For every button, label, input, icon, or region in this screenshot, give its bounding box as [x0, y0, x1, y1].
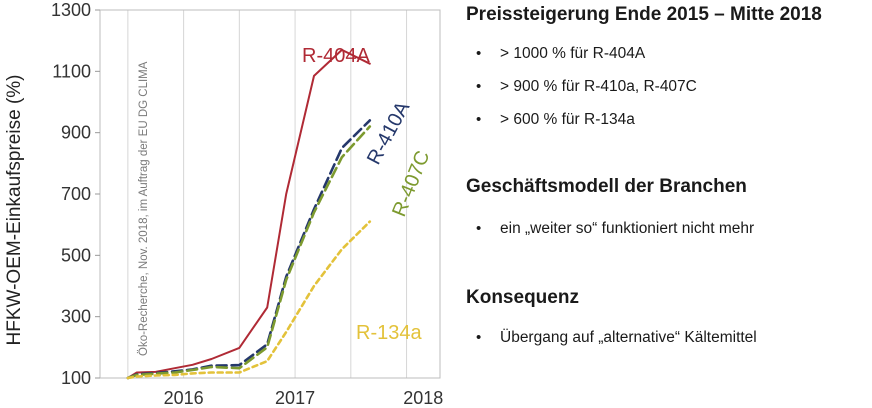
bullet-text: Übergang auf „alternative“ Kältemittel [500, 329, 757, 346]
section-title-consequence: Konsequenz [466, 287, 579, 308]
y-tick-label: 300 [61, 307, 91, 327]
y-tick-label: 1300 [51, 0, 91, 20]
series-line-r410a [126, 119, 372, 380]
bullet-text: ein „weiter so“ funktioniert nicht mehr [500, 220, 755, 237]
y-axis-label: HFKW-OEM-Einkaufspreise (%) [4, 75, 25, 346]
bullet-dot: • [476, 329, 482, 346]
y-tick-label: 900 [61, 123, 91, 143]
y-tick-label: 100 [61, 368, 91, 388]
series-label-r134a: R-134a [356, 322, 422, 344]
y-axis: 100 300 500 700 900 1100 1300 [51, 0, 100, 388]
x-tick-label: 2017 [275, 388, 315, 408]
x-axis: 2016 2017 2018 [164, 388, 444, 408]
bullet-dot: • [476, 111, 482, 128]
source-note: Öko-Recherche, Nov. 2018, im Auftrag der… [138, 61, 150, 356]
y-tick-label: 700 [61, 184, 91, 204]
bullet-dot: • [476, 45, 482, 62]
price-chart: 100 300 500 700 900 1100 1300 2016 2017 2018 HFK… [4, 0, 444, 408]
x-tick-label: 2016 [164, 388, 204, 408]
y-tick-label: 1100 [52, 61, 91, 81]
bullet-dot: • [476, 78, 482, 95]
bullet-text: > 600 % für R-134a [500, 111, 635, 128]
bullet-dot: • [476, 220, 482, 237]
section-title-price-increase: Preissteigerung Ende 2015 – Mitte 2018 [466, 4, 822, 25]
series-label-r404a: R-404A [302, 45, 370, 67]
x-tick-label: 2018 [403, 388, 443, 408]
section-title-business-model: Geschäftsmodell der Branchen [466, 176, 747, 197]
series-line-r134a [126, 220, 372, 380]
y-tick-label: 500 [61, 245, 91, 265]
bullet-text: > 900 % für R-410a, R-407C [500, 78, 697, 95]
series-line-r404a [126, 48, 371, 379]
series-line-r407c [126, 125, 372, 380]
series-lines [126, 48, 372, 380]
series-label-r407c: R-407C [388, 148, 434, 220]
bullet-text: > 1000 % für R-404A [500, 45, 646, 62]
